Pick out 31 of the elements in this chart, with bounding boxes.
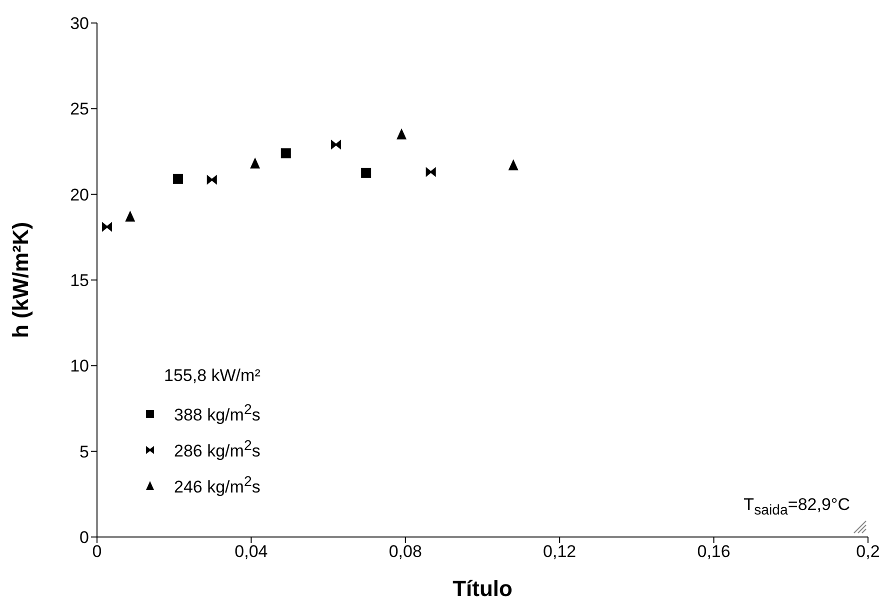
legend-label: 388 kg/m$^{2}$s xyxy=(174,402,260,426)
y-tick-label: 20 xyxy=(70,185,89,204)
annotation: T$_{saida}$=82,9°C xyxy=(744,494,850,518)
x-tick-label: 0,16 xyxy=(697,542,730,562)
point xyxy=(172,174,183,184)
point xyxy=(250,157,260,168)
x-tick-label: 0,2 xyxy=(856,542,880,562)
legend-title: 155,8 kW/m² xyxy=(164,366,260,386)
y-axis-title: h (kW/m²K) xyxy=(8,222,33,338)
x-tick-label: 0 xyxy=(92,542,102,562)
point xyxy=(280,148,291,158)
x-tick-label: 0,04 xyxy=(234,542,268,562)
x-tick-label: 0,08 xyxy=(388,542,422,562)
y-tick-label: 15 xyxy=(70,271,89,290)
point xyxy=(102,222,112,232)
y-tick-label: 25 xyxy=(70,100,89,119)
y-tick-label: 30 xyxy=(70,14,89,34)
y-tick-label: 5 xyxy=(80,442,89,462)
y-tick-label: 10 xyxy=(70,356,89,376)
legend-label: 246 kg/m$^{2}$s xyxy=(174,474,260,498)
x-axis-title: Título xyxy=(452,576,512,601)
point xyxy=(125,210,136,222)
point xyxy=(508,159,518,170)
point xyxy=(361,168,372,178)
point xyxy=(206,174,217,185)
point xyxy=(426,167,436,178)
x-tick-label: 0,12 xyxy=(543,542,576,562)
legend-label: 286 kg/m$^{2}$s xyxy=(174,438,260,462)
y-tick-label: 0 xyxy=(80,528,89,548)
point xyxy=(396,128,407,140)
point xyxy=(331,140,342,150)
